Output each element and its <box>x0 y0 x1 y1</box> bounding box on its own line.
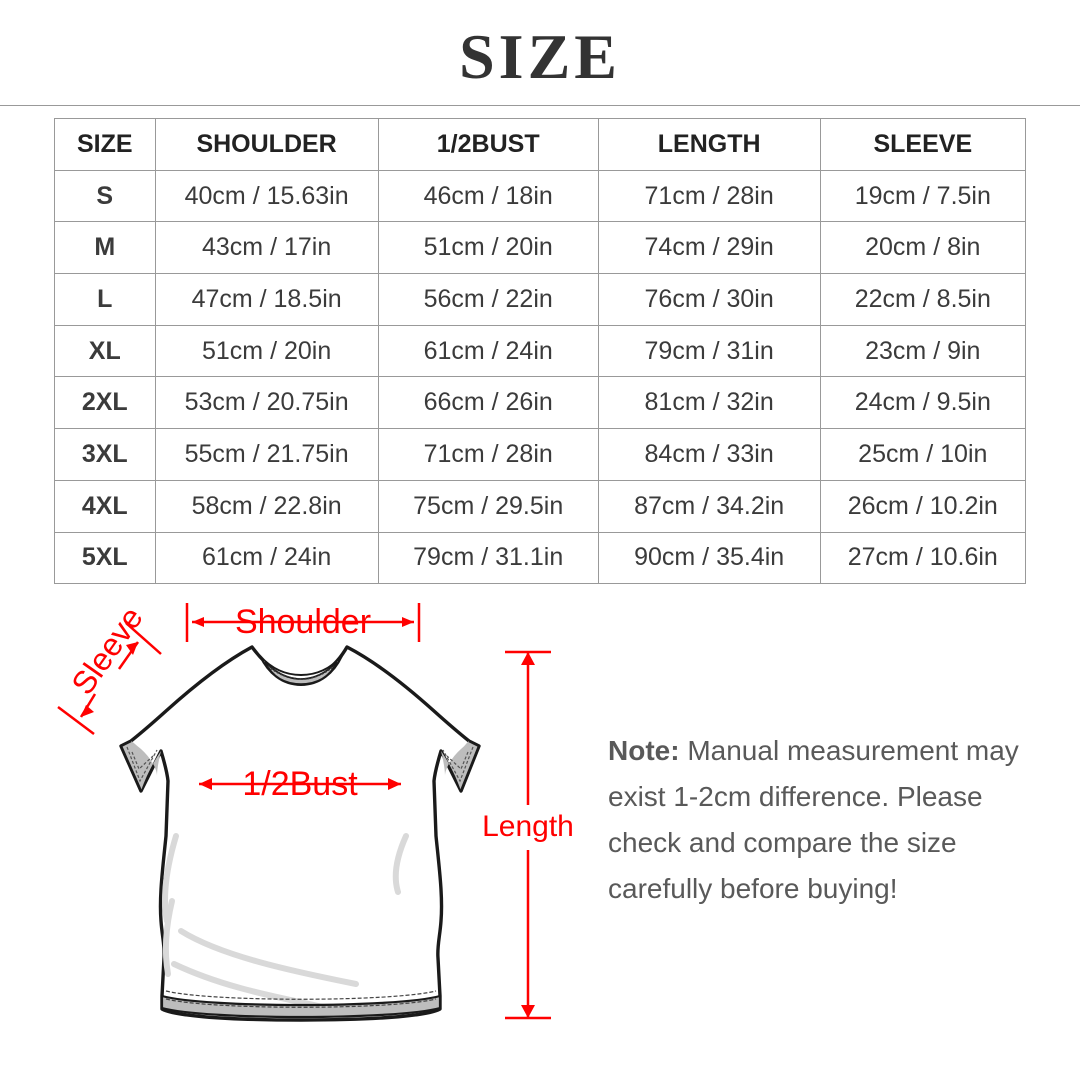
svg-text:Length: Length <box>482 810 574 843</box>
svg-text:Sleeve: Sleeve <box>64 600 150 701</box>
svg-text:Shoulder: Shoulder <box>235 603 371 641</box>
svg-text:1/2Bust: 1/2Bust <box>242 765 358 803</box>
